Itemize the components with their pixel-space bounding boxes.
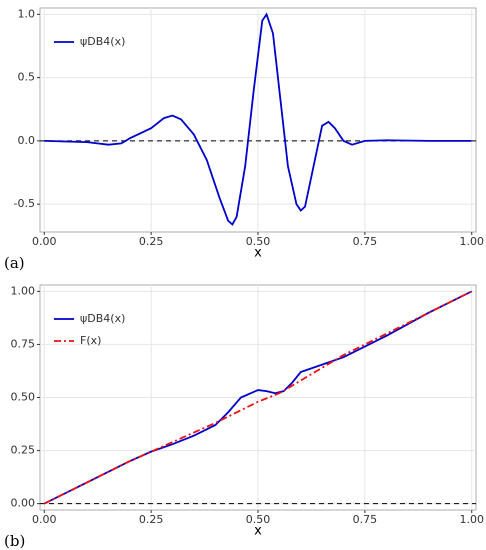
x-tick-label: 1.00 xyxy=(459,513,484,526)
panel-label: (a) xyxy=(4,254,25,272)
data-line xyxy=(43,290,473,505)
x-axis-title: x xyxy=(254,246,262,261)
x-tick-label: 0.50 xyxy=(246,235,271,248)
y-tick-label: 0.25 xyxy=(11,444,36,457)
x-tick-label: 0.50 xyxy=(246,513,271,526)
legend-label: ψDB4(x) xyxy=(80,312,125,325)
x-tick-label: 0.25 xyxy=(139,235,164,248)
panel-label: (b) xyxy=(4,532,25,550)
x-tick-label: 1.00 xyxy=(459,235,484,248)
y-tick-label: 0.00 xyxy=(11,497,36,510)
y-tick-label: -0.5 xyxy=(14,197,35,210)
y-tick-label: 0.5 xyxy=(18,71,36,84)
x-axis-title: x xyxy=(254,524,262,539)
x-tick-label: 0.00 xyxy=(32,235,57,248)
x-tick-label: 0.75 xyxy=(353,513,378,526)
y-tick-label: 0.0 xyxy=(18,134,36,147)
data-line xyxy=(44,12,472,226)
legend-label: ψDB4(x) xyxy=(80,35,125,48)
y-tick-label: 0.75 xyxy=(11,337,36,350)
y-tick-label: 1.00 xyxy=(11,284,36,297)
x-tick-label: 0.25 xyxy=(139,513,164,526)
legend-label: F(x) xyxy=(80,334,101,347)
x-tick-label: 0.75 xyxy=(353,235,378,248)
x-tick-label: 0.00 xyxy=(32,513,57,526)
y-tick-label: 0.50 xyxy=(11,391,36,404)
y-tick-label: 1.0 xyxy=(18,7,36,20)
